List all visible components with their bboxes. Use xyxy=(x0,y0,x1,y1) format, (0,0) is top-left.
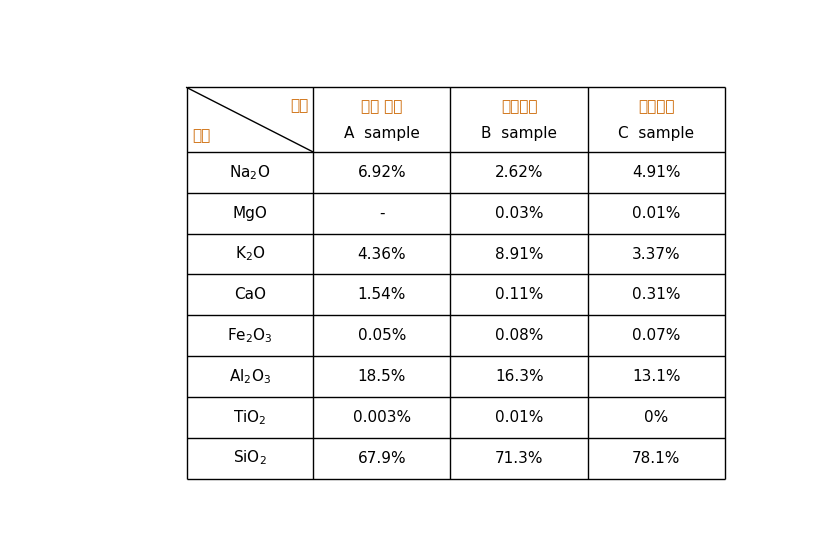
Text: Na$_2$O: Na$_2$O xyxy=(229,163,270,182)
Text: -: - xyxy=(379,206,385,221)
Text: 0.07%: 0.07% xyxy=(633,328,681,343)
Text: 샘플: 샘플 xyxy=(289,98,308,113)
Text: 0%: 0% xyxy=(644,410,668,425)
Text: 0.11%: 0.11% xyxy=(495,288,543,302)
Text: 2.62%: 2.62% xyxy=(495,165,543,180)
Text: SiO$_2$: SiO$_2$ xyxy=(233,449,267,468)
Text: MgO: MgO xyxy=(232,206,267,221)
Text: 북한장석: 북한장석 xyxy=(501,99,538,114)
Text: 18.5%: 18.5% xyxy=(357,369,406,384)
Text: 0.03%: 0.03% xyxy=(495,206,543,221)
Text: 3.37%: 3.37% xyxy=(632,247,681,262)
Text: Al$_2$O$_3$: Al$_2$O$_3$ xyxy=(229,367,271,386)
Text: 13.1%: 13.1% xyxy=(632,369,681,384)
Text: CaO: CaO xyxy=(234,288,266,302)
Text: K$_2$O: K$_2$O xyxy=(235,245,265,263)
Text: 0.003%: 0.003% xyxy=(353,410,411,425)
Text: 6.92%: 6.92% xyxy=(357,165,406,180)
Text: TiO$_2$: TiO$_2$ xyxy=(233,408,266,427)
Text: 0.08%: 0.08% xyxy=(495,328,543,343)
Text: 67.9%: 67.9% xyxy=(357,450,406,466)
Text: 71.3%: 71.3% xyxy=(495,450,543,466)
Text: 0.01%: 0.01% xyxy=(633,206,681,221)
Text: 0.05%: 0.05% xyxy=(357,328,406,343)
Text: 미국 장석: 미국 장석 xyxy=(361,99,403,114)
Text: Fe$_2$O$_3$: Fe$_2$O$_3$ xyxy=(227,326,273,345)
Text: C  sample: C sample xyxy=(619,126,695,141)
Text: 4.91%: 4.91% xyxy=(632,165,681,180)
Text: 항목: 항목 xyxy=(192,129,210,144)
Text: B  sample: B sample xyxy=(481,126,557,141)
Text: 1.54%: 1.54% xyxy=(357,288,406,302)
Text: 8.91%: 8.91% xyxy=(495,247,543,262)
Text: A  sample: A sample xyxy=(344,126,420,141)
Text: 16.3%: 16.3% xyxy=(495,369,543,384)
Text: 0.31%: 0.31% xyxy=(632,288,681,302)
Text: 78.1%: 78.1% xyxy=(633,450,681,466)
Text: 국산장석: 국산장석 xyxy=(638,99,675,114)
Text: 4.36%: 4.36% xyxy=(357,247,406,262)
Text: 0.01%: 0.01% xyxy=(495,410,543,425)
